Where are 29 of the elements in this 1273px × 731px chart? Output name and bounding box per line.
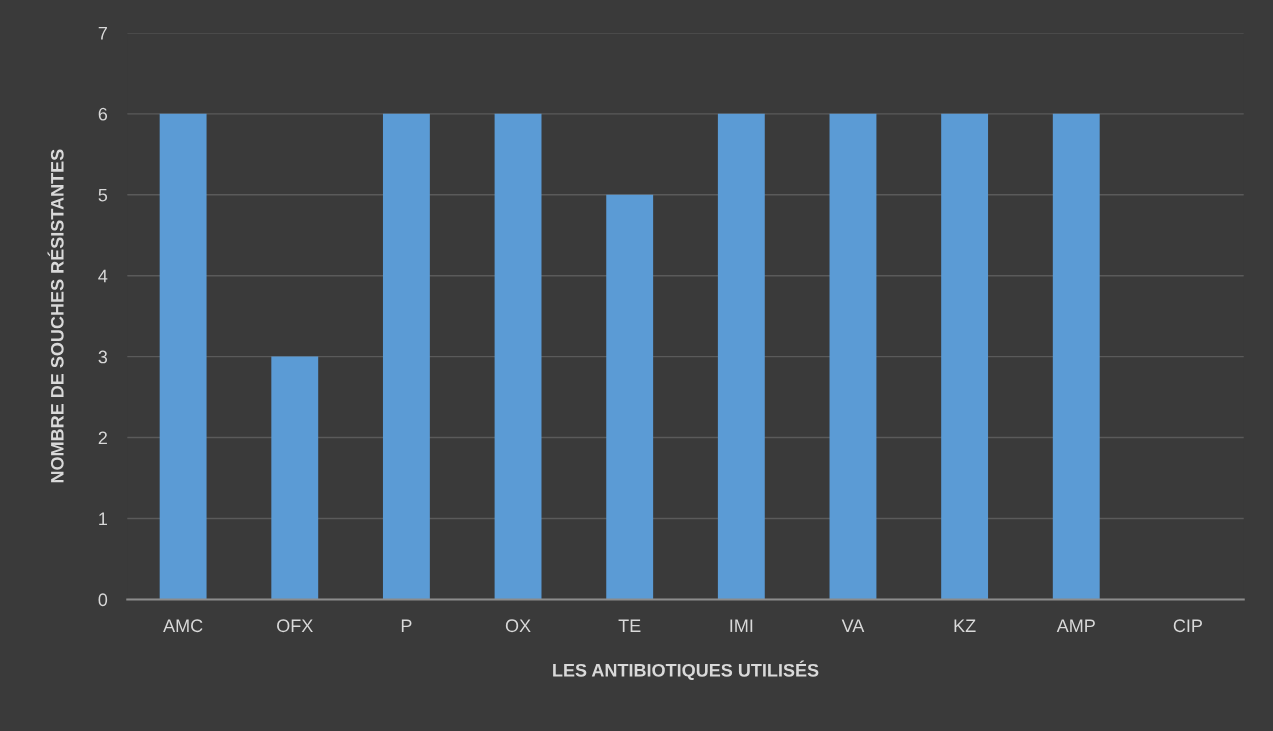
y-tick-label: 4	[98, 269, 108, 283]
y-axis-title: NOMBRE DE SOUCHES RÉSISTANTES	[47, 149, 64, 483]
y-tick-label: 0	[98, 593, 108, 607]
x-axis-title: LES ANTIBIOTIQUES UTILISÉS	[553, 660, 819, 681]
bar	[382, 113, 430, 600]
y-tick-label: 2	[98, 431, 107, 445]
bar	[271, 356, 319, 600]
bar	[606, 194, 654, 600]
y-tick-label: 6	[98, 107, 108, 121]
bar	[717, 113, 765, 600]
x-tick-label: IMI	[730, 619, 753, 632]
x-tick-label: CIP	[1173, 619, 1202, 633]
x-tick-label: OFX	[277, 619, 313, 633]
y-tick-label: 1	[99, 512, 107, 526]
x-tick-label: AMP	[1056, 619, 1095, 632]
bar	[159, 113, 207, 600]
x-tick-label: VA	[841, 619, 865, 632]
x-tick-label: TE	[618, 619, 641, 632]
y-tick-label: 5	[98, 188, 108, 202]
bar	[941, 113, 989, 600]
bar	[829, 113, 877, 600]
bar	[494, 113, 542, 600]
x-tick-label: P	[401, 619, 412, 632]
x-tick-label: AMC	[163, 619, 203, 633]
bar	[1052, 113, 1100, 600]
x-tick-label: KZ	[954, 619, 976, 632]
y-tick-label: 3	[98, 350, 108, 364]
y-tick-label: 7	[98, 27, 107, 40]
x-tick-label: OX	[505, 619, 531, 633]
